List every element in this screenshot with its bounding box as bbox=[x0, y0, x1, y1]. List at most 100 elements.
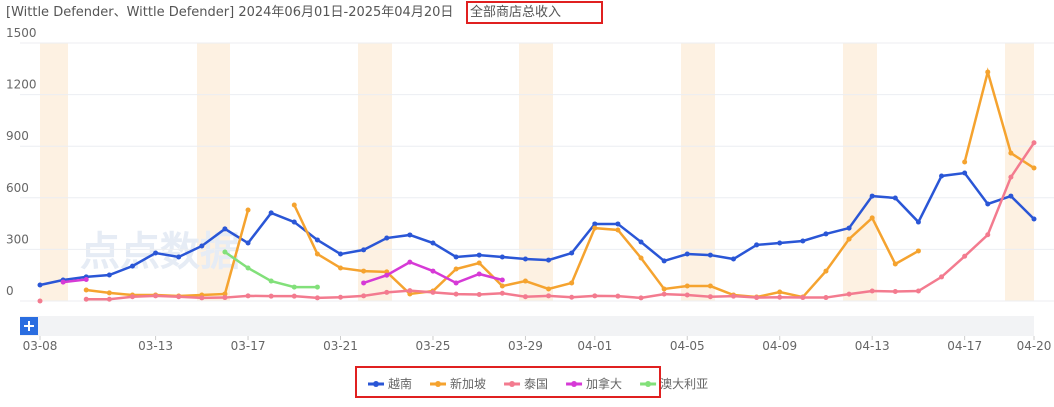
data-point[interactable] bbox=[592, 293, 598, 299]
data-point[interactable] bbox=[1031, 140, 1037, 146]
data-point[interactable] bbox=[37, 298, 43, 304]
data-point[interactable] bbox=[754, 242, 760, 248]
data-point[interactable] bbox=[499, 290, 505, 296]
data-point[interactable] bbox=[361, 280, 367, 286]
data-point[interactable] bbox=[846, 236, 852, 242]
data-point[interactable] bbox=[730, 293, 736, 299]
data-point[interactable] bbox=[384, 272, 390, 278]
data-point[interactable] bbox=[83, 277, 89, 282]
data-point[interactable] bbox=[777, 240, 783, 246]
data-point[interactable] bbox=[962, 170, 968, 176]
data-point[interactable] bbox=[245, 265, 251, 271]
data-point[interactable] bbox=[730, 256, 736, 262]
data-point[interactable] bbox=[361, 268, 367, 274]
data-point[interactable] bbox=[522, 256, 528, 262]
data-point[interactable] bbox=[129, 263, 135, 269]
data-point[interactable] bbox=[869, 215, 875, 221]
data-point[interactable] bbox=[407, 288, 413, 294]
data-point[interactable] bbox=[499, 277, 505, 283]
data-point[interactable] bbox=[106, 296, 112, 302]
legend-label[interactable]: 新加坡 bbox=[450, 376, 486, 391]
data-point[interactable] bbox=[707, 294, 713, 300]
data-point[interactable] bbox=[476, 291, 482, 297]
data-point[interactable] bbox=[707, 283, 713, 289]
data-point[interactable] bbox=[453, 254, 459, 260]
data-point[interactable] bbox=[661, 286, 667, 292]
data-point[interactable] bbox=[199, 295, 205, 301]
legend-label[interactable]: 越南 bbox=[388, 376, 412, 391]
data-point[interactable] bbox=[361, 293, 367, 299]
data-point[interactable] bbox=[592, 221, 598, 227]
data-point[interactable] bbox=[453, 266, 459, 272]
data-point[interactable] bbox=[407, 232, 413, 238]
data-point[interactable] bbox=[569, 250, 575, 256]
legend-label[interactable]: 澳大利亚 bbox=[660, 377, 708, 391]
data-point[interactable] bbox=[615, 221, 621, 227]
data-point[interactable] bbox=[407, 259, 413, 265]
data-point[interactable] bbox=[638, 295, 644, 301]
data-point[interactable] bbox=[823, 268, 829, 274]
data-point[interactable] bbox=[985, 69, 991, 75]
data-point[interactable] bbox=[314, 251, 320, 257]
data-point[interactable] bbox=[291, 293, 297, 299]
data-point[interactable] bbox=[869, 288, 875, 294]
data-point[interactable] bbox=[939, 173, 945, 179]
data-point[interactable] bbox=[268, 210, 274, 216]
data-point[interactable] bbox=[153, 250, 159, 256]
data-point[interactable] bbox=[569, 280, 575, 286]
data-point[interactable] bbox=[638, 255, 644, 261]
data-point[interactable] bbox=[777, 289, 783, 295]
data-point[interactable] bbox=[684, 292, 690, 298]
data-point[interactable] bbox=[245, 240, 251, 246]
data-point[interactable] bbox=[823, 231, 829, 237]
data-point[interactable] bbox=[522, 294, 528, 300]
data-point[interactable] bbox=[1008, 193, 1014, 199]
data-point[interactable] bbox=[430, 240, 436, 246]
data-point[interactable] bbox=[499, 283, 505, 289]
data-point[interactable] bbox=[176, 254, 182, 260]
legend-label[interactable]: 加拿大 bbox=[586, 376, 622, 391]
data-point[interactable] bbox=[106, 290, 112, 296]
data-point[interactable] bbox=[684, 283, 690, 289]
data-point[interactable] bbox=[499, 254, 505, 260]
data-point[interactable] bbox=[453, 280, 459, 286]
data-point[interactable] bbox=[546, 293, 552, 299]
data-point[interactable] bbox=[338, 251, 344, 257]
data-point[interactable] bbox=[453, 291, 459, 297]
data-point[interactable] bbox=[37, 282, 43, 288]
data-point[interactable] bbox=[892, 195, 898, 201]
data-point[interactable] bbox=[915, 248, 921, 254]
data-point[interactable] bbox=[245, 293, 251, 299]
legend-label[interactable]: 泰国 bbox=[524, 377, 548, 391]
data-point[interactable] bbox=[939, 274, 945, 280]
data-point[interactable] bbox=[707, 252, 713, 258]
data-point[interactable] bbox=[569, 294, 575, 300]
data-point[interactable] bbox=[546, 286, 552, 292]
data-point[interactable] bbox=[661, 291, 667, 297]
zoom-slider[interactable] bbox=[20, 316, 1034, 336]
data-point[interactable] bbox=[430, 289, 436, 295]
data-point[interactable] bbox=[129, 294, 135, 300]
data-point[interactable] bbox=[823, 295, 829, 301]
data-point[interactable] bbox=[1031, 165, 1037, 171]
data-point[interactable] bbox=[384, 235, 390, 241]
data-point[interactable] bbox=[1008, 150, 1014, 156]
data-point[interactable] bbox=[1008, 174, 1014, 180]
data-point[interactable] bbox=[314, 295, 320, 301]
data-point[interactable] bbox=[60, 279, 66, 285]
data-point[interactable] bbox=[106, 272, 112, 278]
data-point[interactable] bbox=[291, 202, 297, 208]
data-point[interactable] bbox=[291, 219, 297, 225]
data-point[interactable] bbox=[546, 257, 552, 263]
data-point[interactable] bbox=[892, 289, 898, 295]
data-point[interactable] bbox=[476, 260, 482, 266]
data-point[interactable] bbox=[915, 288, 921, 294]
data-point[interactable] bbox=[522, 278, 528, 284]
data-point[interactable] bbox=[754, 295, 760, 301]
data-point[interactable] bbox=[592, 225, 598, 231]
data-point[interactable] bbox=[268, 278, 274, 284]
data-point[interactable] bbox=[985, 232, 991, 238]
data-point[interactable] bbox=[291, 284, 297, 290]
data-point[interactable] bbox=[222, 226, 228, 232]
data-point[interactable] bbox=[314, 237, 320, 243]
